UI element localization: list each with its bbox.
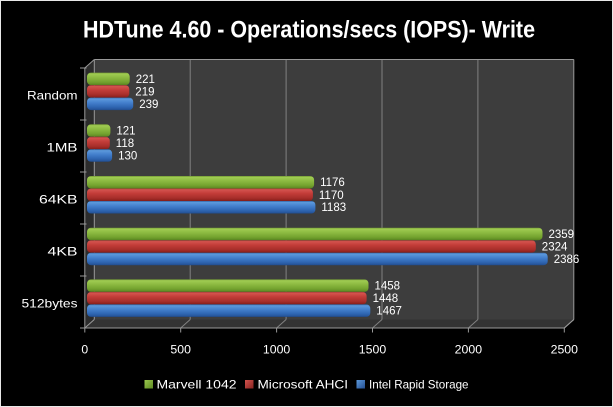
svg-text:512bytes: 512bytes bbox=[22, 297, 78, 311]
svg-text:2386: 2386 bbox=[554, 254, 580, 266]
svg-text:130: 130 bbox=[118, 151, 137, 163]
svg-text:2359: 2359 bbox=[549, 229, 575, 241]
svg-text:1MB: 1MB bbox=[47, 141, 78, 155]
svg-text:2500: 2500 bbox=[551, 342, 579, 356]
svg-text:219: 219 bbox=[135, 86, 154, 98]
svg-text:1000: 1000 bbox=[263, 342, 291, 356]
svg-text:221: 221 bbox=[136, 74, 155, 86]
svg-text:1448: 1448 bbox=[373, 293, 399, 305]
svg-text:2000: 2000 bbox=[455, 342, 483, 356]
svg-text:118: 118 bbox=[116, 138, 134, 150]
svg-text:4KB: 4KB bbox=[48, 245, 78, 259]
svg-text:Marvell 1042: Marvell 1042 bbox=[157, 377, 237, 391]
svg-text:Intel Rapid Storage: Intel Rapid Storage bbox=[369, 377, 469, 391]
svg-text:1170: 1170 bbox=[319, 190, 344, 202]
svg-text:500: 500 bbox=[170, 342, 191, 356]
svg-text:1458: 1458 bbox=[375, 281, 401, 293]
svg-text:1183: 1183 bbox=[321, 202, 346, 214]
svg-text:HDTune 4.60 - Operations/secs: HDTune 4.60 - Operations/secs (IOPS)- Wr… bbox=[83, 16, 535, 43]
svg-text:239: 239 bbox=[139, 99, 158, 111]
svg-text:Random: Random bbox=[27, 89, 78, 103]
svg-text:0: 0 bbox=[81, 342, 88, 356]
svg-text:64KB: 64KB bbox=[39, 193, 78, 207]
svg-text:1176: 1176 bbox=[320, 177, 345, 189]
svg-text:1500: 1500 bbox=[359, 342, 387, 356]
svg-text:121: 121 bbox=[116, 126, 135, 138]
svg-text:Microsoft AHCI: Microsoft AHCI bbox=[258, 377, 349, 391]
svg-text:2324: 2324 bbox=[542, 241, 568, 253]
svg-text:1467: 1467 bbox=[376, 306, 402, 318]
